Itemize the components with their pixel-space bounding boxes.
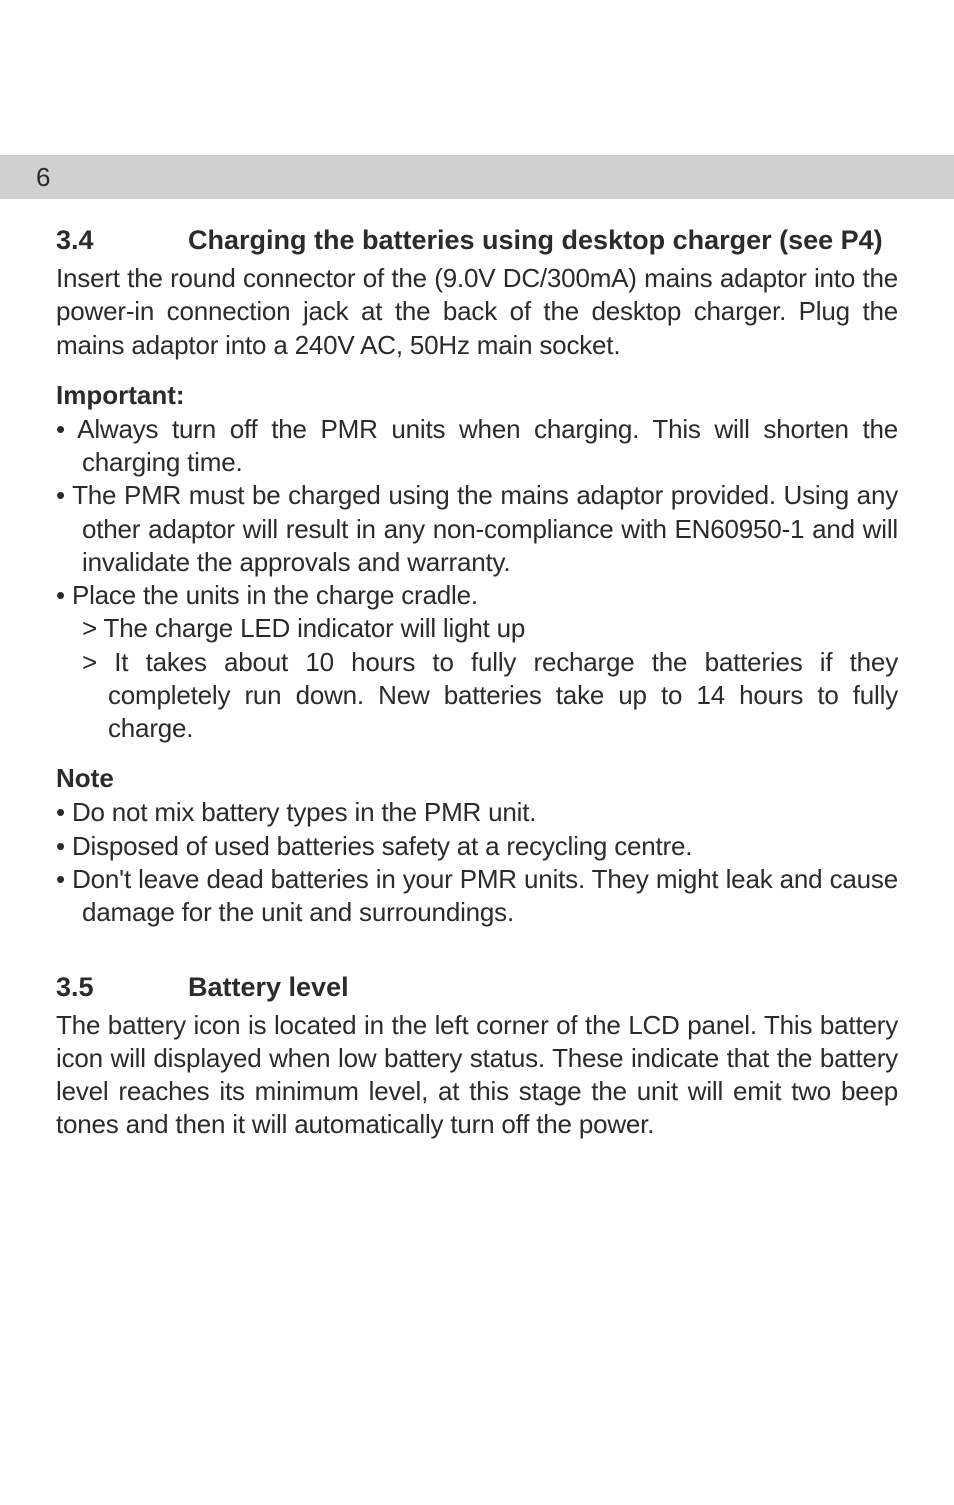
page-header-bar: 6 xyxy=(0,155,954,199)
page: 6 3.4 Charging the batteries using deskt… xyxy=(0,155,954,1505)
list-item: Always turn off the PMR units when charg… xyxy=(56,413,898,480)
section-3-4-heading: 3.4 Charging the batteries using desktop… xyxy=(56,225,898,256)
note-label: Note xyxy=(56,763,898,794)
list-item: Place the units in the charge cradle. xyxy=(56,579,898,612)
section-3-5-body: The battery icon is located in the left … xyxy=(56,1009,898,1142)
section-title: Battery level xyxy=(188,972,349,1003)
list-item: Don't leave dead batteries in your PMR u… xyxy=(56,863,898,930)
important-list: Always turn off the PMR units when charg… xyxy=(56,413,898,746)
list-item: It takes about 10 hours to fully recharg… xyxy=(56,646,898,746)
section-3-5-heading: 3.5 Battery level xyxy=(56,972,898,1003)
section-number: 3.5 xyxy=(56,972,188,1003)
note-list: Do not mix battery types in the PMR unit… xyxy=(56,796,898,929)
page-number: 6 xyxy=(36,162,50,193)
important-label: Important: xyxy=(56,380,898,411)
page-content: 3.4 Charging the batteries using desktop… xyxy=(0,199,954,1142)
list-item: The charge LED indicator will light up xyxy=(56,612,898,645)
section-title: Charging the batteries using desktop cha… xyxy=(188,225,883,256)
section-3-4-intro: Insert the round connector of the (9.0V … xyxy=(56,262,898,362)
important-sublist: The charge LED indicator will light up I… xyxy=(56,612,898,745)
list-item: Disposed of used batteries safety at a r… xyxy=(56,830,898,863)
list-item: Do not mix battery types in the PMR unit… xyxy=(56,796,898,829)
list-item: The PMR must be charged using the mains … xyxy=(56,479,898,579)
section-number: 3.4 xyxy=(56,225,188,256)
